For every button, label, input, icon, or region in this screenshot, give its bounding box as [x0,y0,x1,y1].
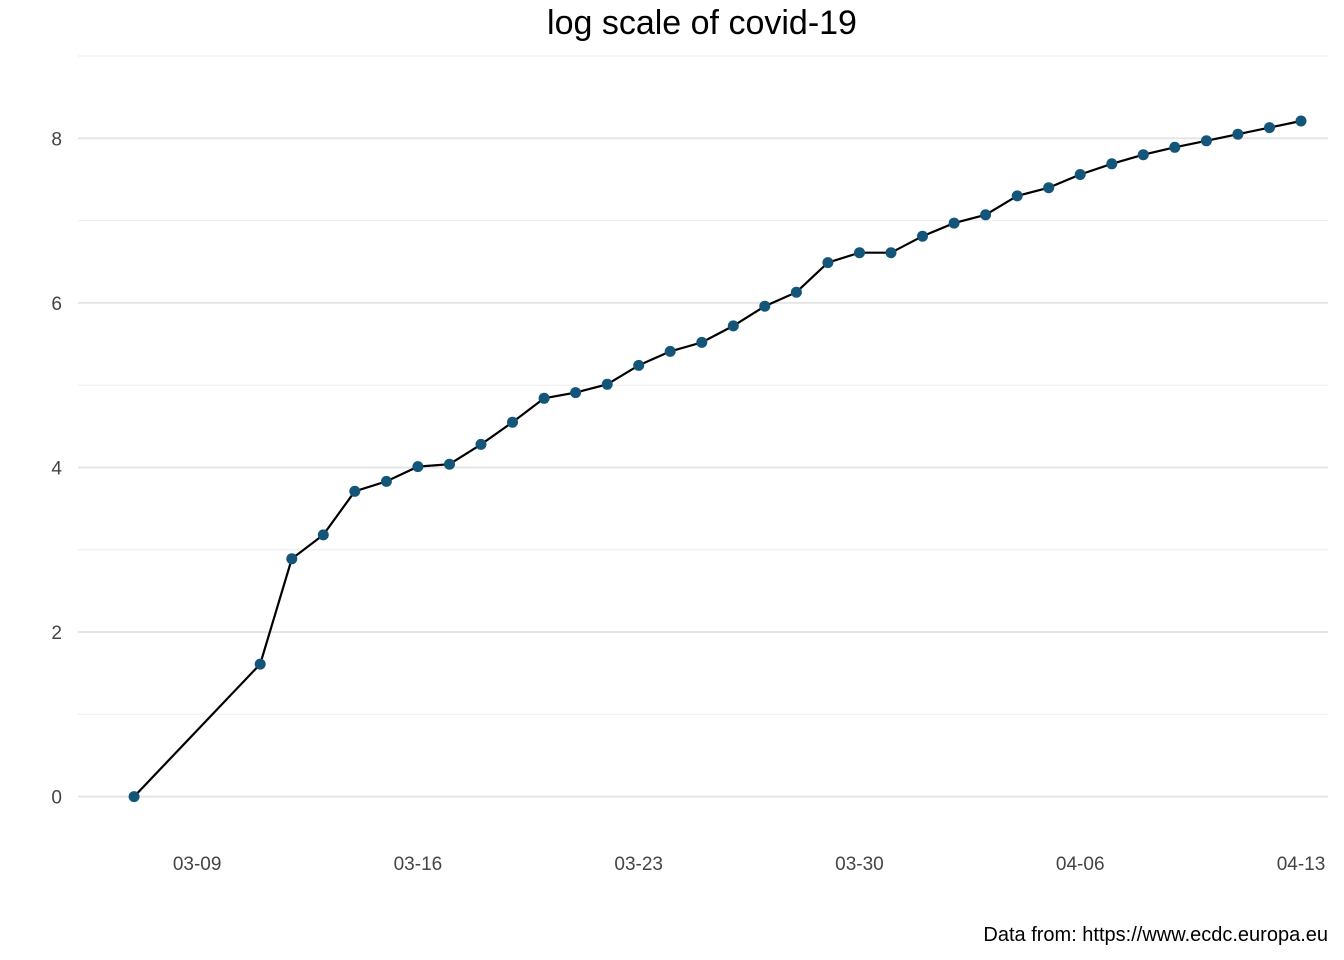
data-point [538,392,550,404]
series [128,115,1307,803]
data-point [917,230,928,242]
data-point [412,461,424,473]
y-tick-label: 2 [51,623,62,644]
x-tick-label: 04-13 [1277,854,1326,875]
data-point [633,359,645,371]
data-point [727,320,739,332]
data-point [664,345,676,357]
x-tick-label: 03-16 [394,854,443,875]
data-point [475,438,487,450]
y-tick-label: 8 [51,129,62,150]
data-point [885,247,897,259]
data-point [1106,158,1118,170]
x-tick-label: 03-23 [614,854,663,875]
x-tick-label: 04-06 [1056,854,1105,875]
data-point [1232,128,1244,140]
data-point [1200,135,1212,147]
y-tick-label: 6 [51,294,62,315]
data-point [696,336,708,348]
x-tick-label: 03-09 [173,854,222,875]
caption: Data from: https://www.ecdc.europa.eu [983,924,1328,946]
grid [78,55,1328,798]
data-point [570,387,582,399]
data-point [601,378,613,390]
data-point [286,553,298,565]
data-point [1137,149,1149,161]
data-point [759,300,771,312]
data-point [854,247,865,259]
data-point [1295,115,1307,127]
data-point [380,475,392,487]
data-point [1011,190,1023,202]
data-point [1074,169,1086,180]
data-point [254,658,266,670]
y-tick-label: 4 [51,458,62,479]
data-point [948,217,960,229]
data-point [822,257,834,269]
data-point [790,286,802,298]
data-point [1043,182,1055,194]
chart-title: log scale of covid-19 [547,4,857,42]
series-line [133,119,1302,798]
axes: 0 2 4 6 8 03-09 03-16 03-23 03-30 04-06 04-13 [51,129,1325,875]
data-point [317,529,329,541]
data-point [1264,122,1275,134]
data-point [444,458,455,470]
data-point [980,209,992,221]
y-tick-label: 0 [51,788,62,809]
data-point [128,791,140,803]
data-point [349,485,361,497]
x-tick-label: 03-30 [835,854,884,875]
data-point [507,416,518,428]
data-point [1169,141,1181,153]
